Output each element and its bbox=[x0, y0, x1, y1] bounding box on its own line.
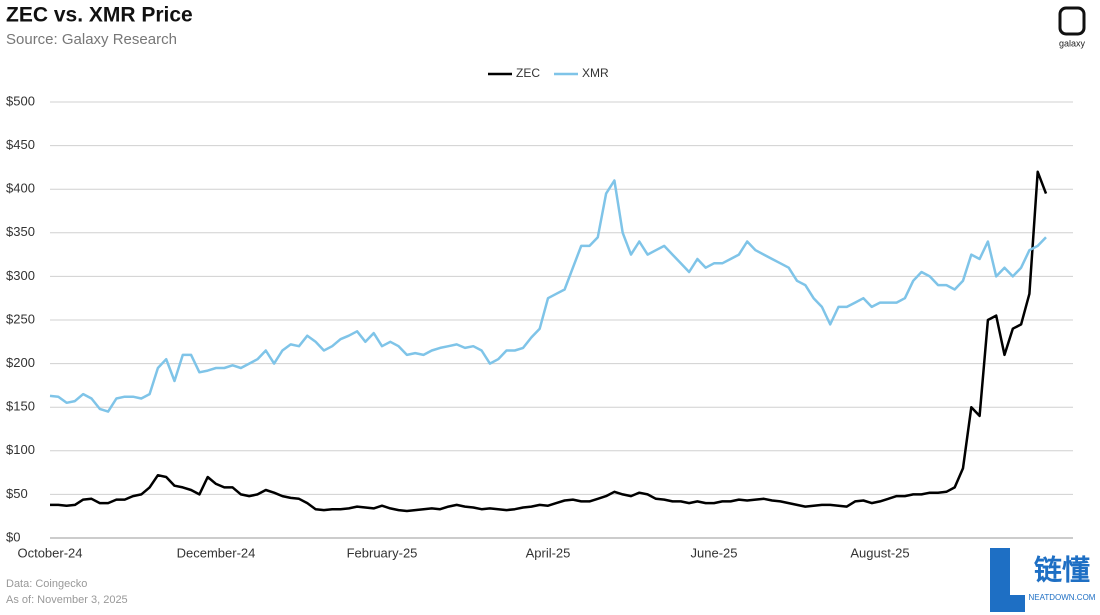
x-tick-label: August-25 bbox=[850, 545, 909, 560]
chart-title: ZEC vs. XMR Price bbox=[6, 4, 193, 27]
y-tick-label: $100 bbox=[6, 442, 35, 457]
watermark-text: 链懂 bbox=[1034, 554, 1090, 585]
y-tick-label: $350 bbox=[6, 224, 35, 239]
line-series bbox=[49, 179, 1047, 413]
y-tick-label: $150 bbox=[6, 399, 35, 414]
watermark: 链懂 NEATDOWN.COM bbox=[990, 548, 1096, 612]
y-tick-label: $0 bbox=[6, 529, 20, 544]
x-tick-label: June-25 bbox=[691, 545, 738, 560]
footnote: As of: November 3, 2025 bbox=[6, 594, 128, 606]
watermark-url: NEATDOWN.COM bbox=[1029, 593, 1096, 602]
y-tick-label: $250 bbox=[6, 311, 35, 326]
logo-icon bbox=[1058, 6, 1086, 36]
chart-subtitle: Source: Galaxy Research bbox=[6, 31, 177, 48]
footnote: Data: Coingecko bbox=[6, 578, 87, 590]
y-tick-label: $300 bbox=[6, 268, 35, 283]
y-tick-label: $450 bbox=[6, 137, 35, 152]
x-tick-label: April-25 bbox=[526, 545, 571, 560]
y-tick-label: $400 bbox=[6, 181, 35, 196]
y-tick-label: $200 bbox=[6, 355, 35, 370]
logo: galaxy bbox=[1058, 6, 1086, 48]
legend-label: ZEC bbox=[516, 66, 540, 80]
watermark-icon bbox=[990, 548, 1025, 612]
x-tick-label: December-24 bbox=[177, 545, 256, 560]
x-tick-label: October-24 bbox=[17, 545, 82, 560]
legend-label: XMR bbox=[582, 66, 609, 80]
y-tick-label: $500 bbox=[6, 93, 35, 108]
x-tick-label: February-25 bbox=[347, 545, 418, 560]
y-tick-label: $50 bbox=[6, 486, 28, 501]
logo-text: galaxy bbox=[1059, 38, 1086, 48]
line-series bbox=[50, 170, 1048, 513]
